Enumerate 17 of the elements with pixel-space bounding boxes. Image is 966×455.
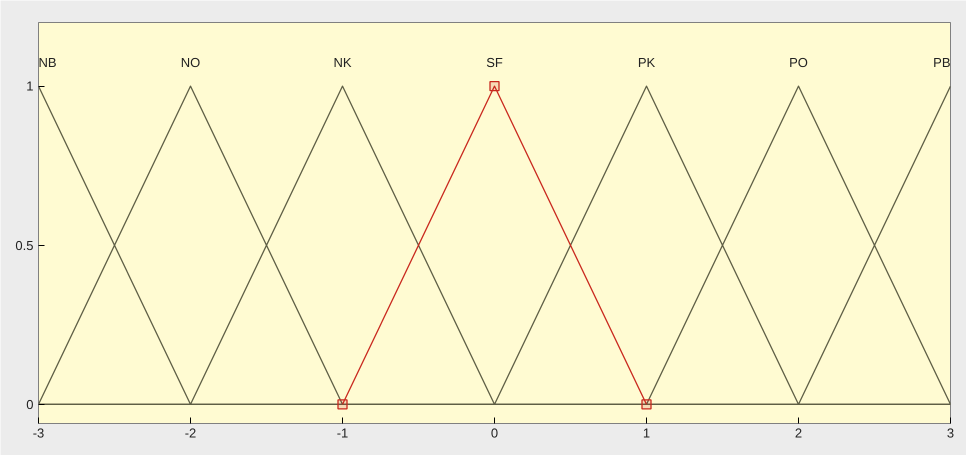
x-tick-label: 1 [642, 426, 650, 440]
x-tick-label: 0 [490, 426, 498, 440]
series-label: PB [933, 55, 950, 70]
series-label: PK [638, 55, 656, 70]
y-tick-label: 0 [26, 396, 34, 412]
x-tick-label: -3 [32, 426, 44, 440]
x-tick-label: 2 [794, 426, 802, 440]
x-tick-label: -2 [184, 426, 196, 440]
y-tick-label: 1 [26, 78, 34, 94]
series-label: NO [180, 55, 200, 70]
series-label: SF [486, 55, 503, 70]
series-label: NB [38, 55, 57, 70]
series-label: PO [789, 55, 808, 70]
x-tick-label: -1 [336, 426, 348, 440]
series-label: NK [333, 55, 352, 70]
y-tick-label: 0.5 [15, 238, 34, 253]
x-tick-label: 3 [946, 426, 954, 440]
